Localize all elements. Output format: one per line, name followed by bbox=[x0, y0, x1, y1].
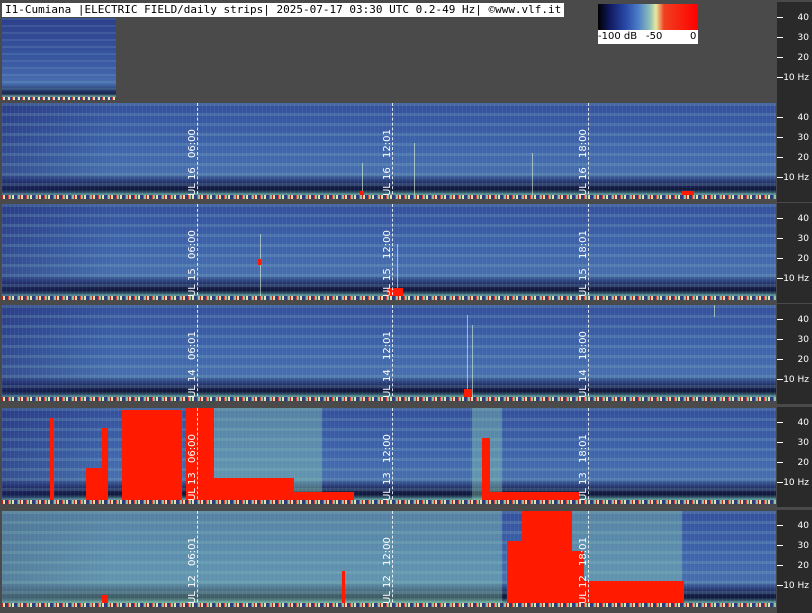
freq-tick: 20 bbox=[777, 354, 812, 366]
freq-tick: 20 bbox=[777, 560, 812, 572]
burst bbox=[214, 478, 294, 504]
date-label: JUL 12 bbox=[578, 575, 589, 607]
color-scale-tick-min: -100 dB bbox=[598, 31, 637, 42]
date-label: JUL 12 bbox=[382, 575, 393, 607]
frequency-axis-jul14: 40 30 20 10 Hz bbox=[777, 304, 812, 404]
freq-tick: 40 bbox=[777, 12, 812, 24]
time-label: 12:00 bbox=[382, 230, 393, 259]
date-label: JUL 15 bbox=[578, 268, 589, 300]
frequency-axis-jul15: 40 30 20 10 Hz bbox=[777, 203, 812, 303]
burst bbox=[50, 418, 54, 504]
date-label: JUL 16 bbox=[382, 167, 393, 199]
date-label: JUL 13 bbox=[382, 472, 393, 504]
page-title: I1-Cumiana |ELECTRIC FIELD/daily strips|… bbox=[2, 3, 564, 17]
current-day-strip-thumbnail bbox=[2, 18, 116, 100]
freq-tick: 10 Hz bbox=[777, 172, 812, 184]
frequency-axis-current: 40 30 20 10 Hz bbox=[777, 2, 812, 102]
burst bbox=[464, 389, 472, 401]
freq-tick: 40 bbox=[777, 520, 812, 532]
freq-tick: 10 Hz bbox=[777, 72, 812, 84]
date-label: JUL 14 bbox=[382, 369, 393, 401]
time-label: 18:00 bbox=[578, 331, 589, 360]
time-label: 18:01 bbox=[578, 434, 589, 463]
burst bbox=[258, 259, 261, 265]
freq-tick: 40 bbox=[777, 213, 812, 225]
time-label: 12:01 bbox=[382, 129, 393, 158]
date-label: JUL 15 bbox=[187, 268, 198, 300]
burst bbox=[490, 492, 580, 504]
burst bbox=[682, 191, 694, 199]
time-label: 18:01 bbox=[578, 537, 589, 566]
date-label: JUL 16 bbox=[187, 167, 198, 199]
spike bbox=[714, 305, 715, 317]
date-label: JUL 16 bbox=[578, 167, 589, 199]
frequency-axis-jul16: 40 30 20 10 Hz bbox=[777, 102, 812, 202]
burst bbox=[122, 410, 182, 504]
freq-tick: 10 Hz bbox=[777, 374, 812, 386]
color-scale-ticks: -100 dB -50 0 bbox=[598, 30, 698, 44]
freq-tick: 30 bbox=[777, 437, 812, 449]
noise-region bbox=[2, 511, 502, 607]
time-label: 06:00 bbox=[187, 129, 198, 158]
time-label: 06:01 bbox=[187, 331, 198, 360]
burst bbox=[522, 511, 572, 607]
freq-tick: 30 bbox=[777, 32, 812, 44]
frequency-axis-jul12: 40 30 20 10 Hz bbox=[777, 510, 812, 613]
freq-tick: 20 bbox=[777, 152, 812, 164]
date-label: JUL 13 bbox=[187, 472, 198, 504]
freq-tick: 40 bbox=[777, 417, 812, 429]
date-label: JUL 13 bbox=[578, 472, 589, 504]
time-label: 12:00 bbox=[382, 537, 393, 566]
freq-tick: 10 Hz bbox=[777, 273, 812, 285]
color-scale-legend: -100 dB -50 0 bbox=[598, 4, 698, 44]
date-label: JUL 14 bbox=[187, 369, 198, 401]
color-scale-tick-max: 0 bbox=[690, 31, 696, 42]
date-label: JUL 14 bbox=[578, 369, 589, 401]
time-label: 12:00 bbox=[382, 434, 393, 463]
burst bbox=[584, 581, 684, 607]
time-label: 12:01 bbox=[382, 331, 393, 360]
burst bbox=[294, 492, 354, 504]
spike bbox=[414, 143, 415, 199]
freq-tick: 30 bbox=[777, 132, 812, 144]
burst bbox=[342, 571, 345, 607]
burst bbox=[482, 438, 490, 504]
time-label: 06:01 bbox=[187, 537, 198, 566]
time-label: 06:00 bbox=[187, 230, 198, 259]
freq-tick: 40 bbox=[777, 112, 812, 124]
frequency-axis-jul13: 40 30 20 10 Hz bbox=[777, 407, 812, 507]
freq-tick: 40 bbox=[777, 314, 812, 326]
freq-tick: 10 Hz bbox=[777, 580, 812, 592]
freq-tick: 20 bbox=[777, 457, 812, 469]
spectrogram-strip-jul16: 06:00 12:01 18:00 JUL 16 JUL 16 JUL 16 bbox=[2, 103, 776, 199]
freq-tick: 20 bbox=[777, 253, 812, 265]
burst bbox=[360, 191, 364, 199]
freq-tick: 30 bbox=[777, 233, 812, 245]
time-label: 18:01 bbox=[578, 230, 589, 259]
freq-tick: 10 Hz bbox=[777, 477, 812, 489]
spectrogram-strip-jul14: 06:01 12:01 18:00 JUL 14 JUL 14 JUL 14 bbox=[2, 305, 776, 401]
freq-tick: 30 bbox=[777, 540, 812, 552]
spike bbox=[472, 325, 473, 401]
date-label: JUL 15 bbox=[382, 268, 393, 300]
color-scale-gradient bbox=[598, 4, 698, 30]
time-label: 18:00 bbox=[578, 129, 589, 158]
burst bbox=[102, 428, 108, 504]
freq-tick: 20 bbox=[777, 52, 812, 64]
time-label: 06:00 bbox=[187, 434, 198, 463]
spectrogram-strip-jul15: 06:00 12:00 18:01 JUL 15 JUL 15 JUL 15 bbox=[2, 204, 776, 300]
color-scale-tick-mid: -50 bbox=[646, 31, 662, 42]
freq-tick: 30 bbox=[777, 334, 812, 346]
spike bbox=[532, 153, 533, 199]
spectrogram-strip-jul13: 06:00 12:00 18:01 JUL 13 JUL 13 JUL 13 bbox=[2, 408, 776, 504]
date-label: JUL 12 bbox=[187, 575, 198, 607]
spike bbox=[260, 234, 261, 300]
burst bbox=[102, 595, 108, 607]
spectrogram-strip-jul12: 06:01 12:00 18:01 JUL 12 JUL 12 JUL 12 bbox=[2, 511, 776, 607]
